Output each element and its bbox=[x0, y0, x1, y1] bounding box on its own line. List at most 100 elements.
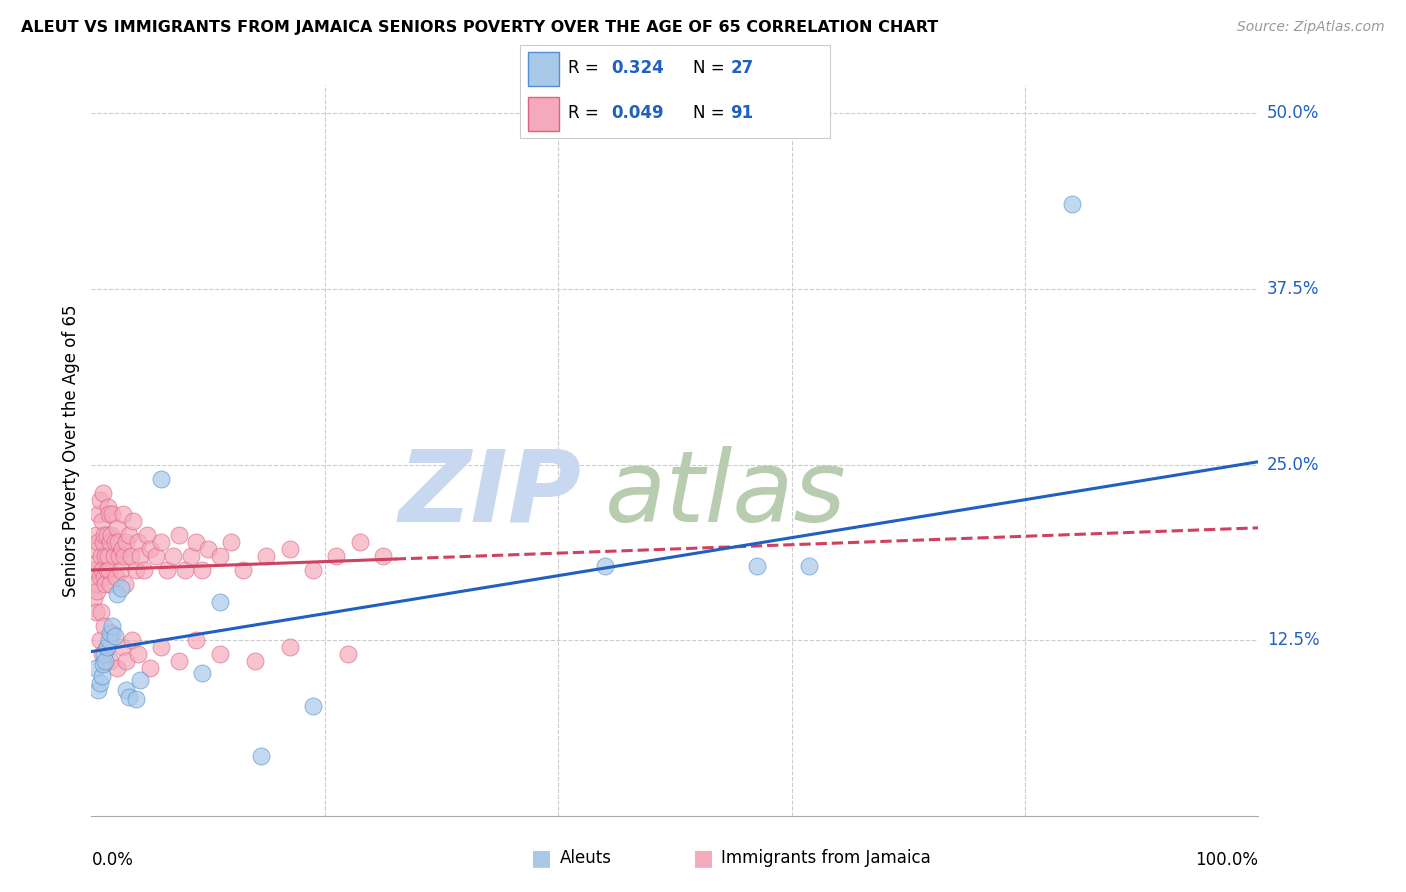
Point bbox=[118, 690, 141, 704]
Point bbox=[129, 549, 152, 563]
Point bbox=[94, 549, 117, 563]
Point bbox=[94, 655, 117, 669]
Point bbox=[191, 665, 214, 680]
Point bbox=[173, 563, 195, 577]
Point bbox=[87, 534, 110, 549]
Point bbox=[208, 595, 231, 609]
Point bbox=[132, 563, 155, 577]
Point bbox=[98, 577, 121, 591]
Point bbox=[97, 633, 120, 648]
Text: ■: ■ bbox=[693, 848, 713, 868]
Text: 91: 91 bbox=[731, 104, 754, 122]
Point bbox=[145, 549, 167, 563]
Point bbox=[93, 648, 115, 662]
Point bbox=[138, 541, 162, 556]
Point bbox=[167, 528, 190, 542]
Point bbox=[127, 534, 149, 549]
Point bbox=[96, 640, 118, 655]
Text: 37.5%: 37.5% bbox=[1267, 280, 1319, 298]
Point bbox=[150, 640, 173, 655]
Text: 27: 27 bbox=[731, 60, 754, 78]
Text: R =: R = bbox=[568, 104, 599, 122]
Point bbox=[112, 549, 135, 563]
Text: 100.0%: 100.0% bbox=[1195, 851, 1258, 870]
Point bbox=[325, 549, 347, 563]
Text: 0.324: 0.324 bbox=[612, 60, 664, 78]
Text: Immigrants from Jamaica: Immigrants from Jamaica bbox=[721, 849, 931, 867]
Point bbox=[87, 507, 110, 521]
Point bbox=[104, 629, 127, 643]
Point bbox=[84, 605, 107, 619]
Text: 50.0%: 50.0% bbox=[1267, 103, 1319, 122]
Point bbox=[105, 587, 128, 601]
Text: ZIP: ZIP bbox=[398, 446, 582, 543]
Point bbox=[302, 699, 325, 714]
Point bbox=[105, 661, 128, 675]
Point bbox=[105, 521, 128, 535]
Point bbox=[186, 534, 208, 549]
Point bbox=[125, 692, 148, 706]
Point bbox=[110, 582, 132, 596]
Point bbox=[107, 534, 129, 549]
Point bbox=[121, 633, 143, 648]
Point bbox=[108, 549, 131, 563]
Point bbox=[114, 577, 136, 591]
Point bbox=[129, 673, 152, 687]
Point bbox=[115, 682, 138, 697]
Point bbox=[83, 577, 105, 591]
Point bbox=[86, 556, 108, 570]
Point bbox=[90, 668, 112, 682]
Point bbox=[90, 605, 112, 619]
Point bbox=[302, 563, 325, 577]
Point bbox=[593, 558, 616, 573]
Point bbox=[93, 619, 115, 633]
Point bbox=[89, 492, 111, 507]
Point bbox=[150, 534, 173, 549]
Point bbox=[162, 549, 184, 563]
Point bbox=[110, 563, 132, 577]
Point bbox=[94, 577, 117, 591]
Point bbox=[103, 549, 125, 563]
Point bbox=[90, 514, 112, 528]
Text: Source: ZipAtlas.com: Source: ZipAtlas.com bbox=[1237, 20, 1385, 34]
Point bbox=[90, 549, 112, 563]
Point bbox=[98, 626, 121, 640]
Text: 0.0%: 0.0% bbox=[91, 851, 134, 870]
Point bbox=[232, 563, 254, 577]
Bar bbox=[529, 97, 560, 131]
Text: 25.0%: 25.0% bbox=[1267, 456, 1319, 474]
Point bbox=[101, 626, 124, 640]
Point bbox=[90, 648, 112, 662]
Point bbox=[186, 633, 208, 648]
Point bbox=[87, 682, 110, 697]
Point bbox=[93, 528, 115, 542]
Point bbox=[84, 528, 107, 542]
Text: ALEUT VS IMMIGRANTS FROM JAMAICA SENIORS POVERTY OVER THE AGE OF 65 CORRELATION : ALEUT VS IMMIGRANTS FROM JAMAICA SENIORS… bbox=[21, 20, 938, 35]
Point bbox=[156, 563, 179, 577]
Point bbox=[98, 655, 121, 669]
Point bbox=[180, 549, 202, 563]
Point bbox=[91, 485, 114, 500]
Point bbox=[125, 563, 148, 577]
Point bbox=[89, 675, 111, 690]
Point bbox=[278, 640, 301, 655]
Point bbox=[1060, 197, 1083, 211]
Point bbox=[256, 549, 278, 563]
Point bbox=[111, 507, 134, 521]
Point bbox=[115, 534, 138, 549]
Point bbox=[221, 534, 243, 549]
Point bbox=[208, 648, 231, 662]
Point bbox=[83, 563, 105, 577]
Point bbox=[97, 507, 120, 521]
Point bbox=[191, 563, 214, 577]
Text: ■: ■ bbox=[531, 848, 551, 868]
Point bbox=[122, 514, 145, 528]
Point bbox=[208, 549, 231, 563]
Point bbox=[150, 472, 173, 486]
Point bbox=[86, 584, 108, 599]
Point bbox=[89, 633, 111, 648]
Point bbox=[111, 640, 134, 655]
Point bbox=[98, 534, 121, 549]
Point bbox=[84, 661, 107, 675]
Point bbox=[197, 541, 219, 556]
